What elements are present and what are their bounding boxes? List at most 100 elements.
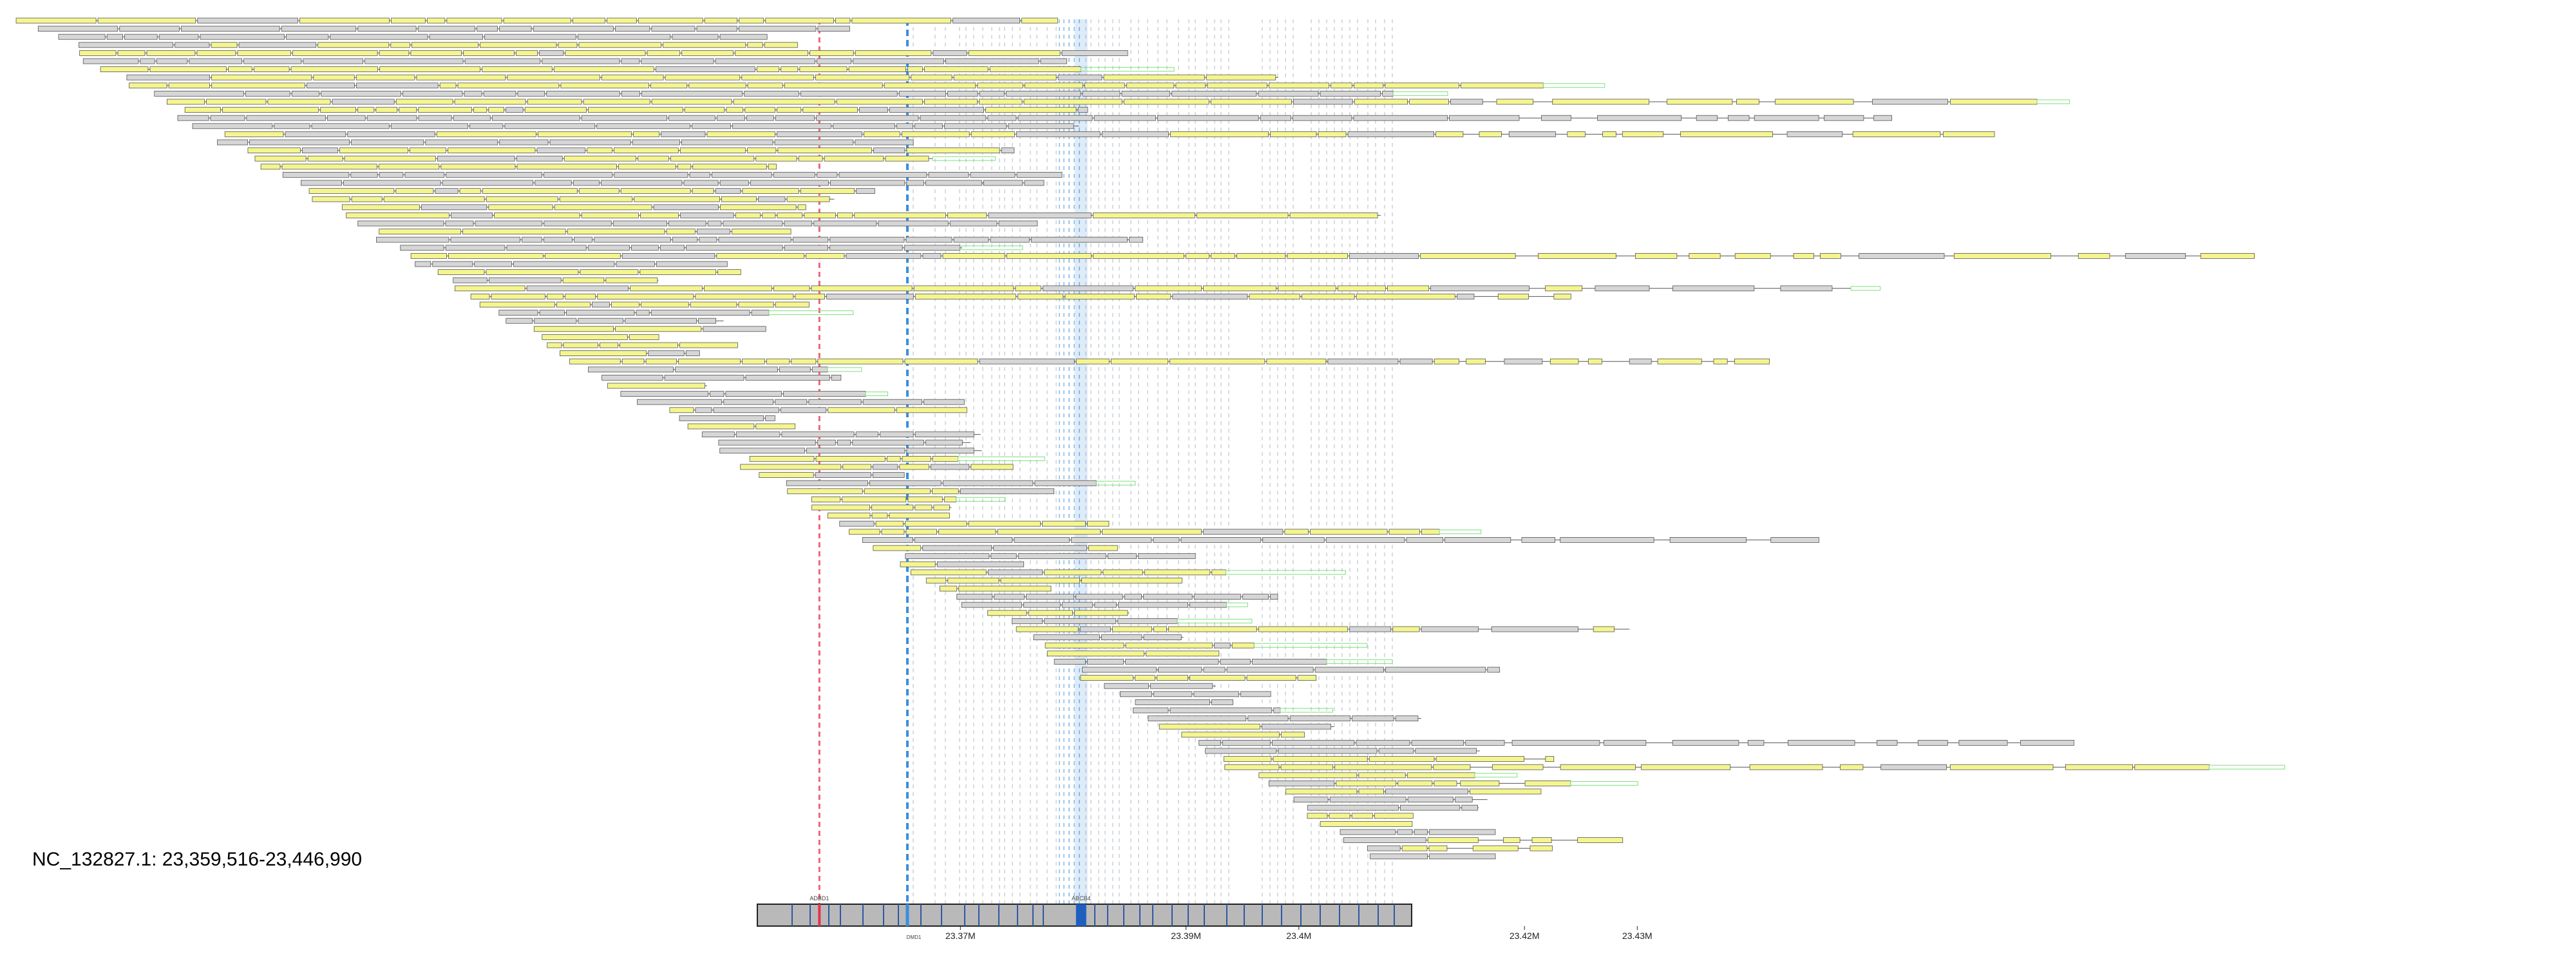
exon-block <box>906 180 924 186</box>
exon-block <box>1126 82 1175 89</box>
exon-block <box>1117 601 1188 608</box>
transcript-row <box>1054 659 1393 665</box>
exon-block <box>1538 252 1616 259</box>
exon-block <box>721 196 757 202</box>
exon-block <box>1000 578 1080 583</box>
exon-block <box>939 585 958 592</box>
exon-block <box>1077 107 1088 113</box>
transcript-row <box>100 66 1175 72</box>
exon-block <box>942 252 1005 259</box>
exon-block <box>245 90 290 97</box>
exon-block <box>483 90 516 97</box>
exon-block <box>402 90 463 97</box>
exon-block <box>1444 537 1511 543</box>
exon-block <box>922 545 992 551</box>
utr-tail <box>1095 480 1136 486</box>
exon-block <box>549 139 631 146</box>
exon-block <box>849 529 880 535</box>
exon-block <box>936 561 1025 567</box>
exon-block <box>1420 252 1516 259</box>
exon-block <box>79 50 117 56</box>
exon-block <box>759 472 814 478</box>
exon-block <box>357 26 417 32</box>
exon-block <box>641 58 714 64</box>
exon-block <box>417 26 475 32</box>
exon-block <box>675 366 778 373</box>
exon-block <box>747 82 783 89</box>
exon-block <box>97 17 196 24</box>
exon-block <box>1508 131 1556 137</box>
exon-block <box>924 99 978 105</box>
exon-block <box>817 171 838 178</box>
exon-block <box>1401 845 1428 851</box>
exon-block <box>480 42 557 48</box>
exon-block <box>1270 131 1317 137</box>
utr-tail <box>865 392 888 397</box>
exon-block <box>1479 131 1502 137</box>
exon-block <box>344 155 436 162</box>
transcript-row <box>79 50 1128 56</box>
exon-block <box>446 171 542 178</box>
transcript-row <box>1268 781 1638 786</box>
transcript-row <box>637 399 965 405</box>
exon-block <box>811 504 871 511</box>
exon-block <box>1460 781 1500 786</box>
exon-block <box>878 220 949 227</box>
exon-block <box>811 366 828 373</box>
exon-block <box>1017 293 1064 299</box>
exon-block <box>356 82 439 89</box>
exon-block <box>1273 707 1281 714</box>
exon-block <box>1224 756 1272 762</box>
exon-block <box>1193 691 1240 697</box>
exon-block <box>429 33 484 40</box>
exon-block <box>601 375 663 381</box>
exon-block <box>563 342 598 348</box>
exon-block <box>346 212 450 218</box>
exon-block <box>669 407 694 413</box>
exon-block <box>1358 772 1406 779</box>
transcript-row <box>839 520 1110 527</box>
exon-block <box>290 66 379 72</box>
transcript-row <box>1119 691 1271 697</box>
exon-block <box>1270 594 1278 600</box>
exon-block <box>1079 626 1112 632</box>
exon-block <box>931 464 970 470</box>
exon-block <box>668 220 706 227</box>
exon-block <box>1450 99 1483 105</box>
exon-block <box>907 497 943 502</box>
exon-block <box>491 293 545 299</box>
exon-block <box>1075 594 1123 600</box>
axis-tick-label: 23.42M <box>1510 931 1540 941</box>
exon-block <box>611 301 639 308</box>
exon-block <box>1086 659 1124 665</box>
exon-block <box>1461 82 1544 89</box>
exon-block <box>450 212 493 218</box>
transcript-row <box>1012 618 1253 624</box>
exon-block <box>601 74 664 80</box>
exon-block <box>1399 358 1433 365</box>
exon-block <box>968 520 1041 527</box>
exon-block <box>979 99 1023 105</box>
exon-block <box>180 26 280 32</box>
exon-block <box>1074 610 1128 616</box>
exon-block <box>1138 553 1196 559</box>
exon-block <box>829 180 905 186</box>
exon-block <box>559 196 633 202</box>
exon-block <box>848 66 906 72</box>
exon-block <box>776 131 862 137</box>
exon-block <box>831 375 842 381</box>
utr-tail <box>1392 91 1448 96</box>
exon-block <box>766 358 790 365</box>
exon-block <box>184 107 221 113</box>
exon-block <box>711 171 772 178</box>
utr-tail <box>1080 67 1175 72</box>
exon-block <box>869 480 942 486</box>
exon-block <box>1310 529 1388 535</box>
exon-block <box>1388 529 1420 535</box>
exon-block <box>683 180 719 186</box>
exon-block <box>1411 740 1464 746</box>
exon-block <box>1082 90 1121 97</box>
exon-block <box>418 107 472 113</box>
exon-block <box>560 350 647 356</box>
marker-label-red: ADBD1 <box>810 895 829 902</box>
